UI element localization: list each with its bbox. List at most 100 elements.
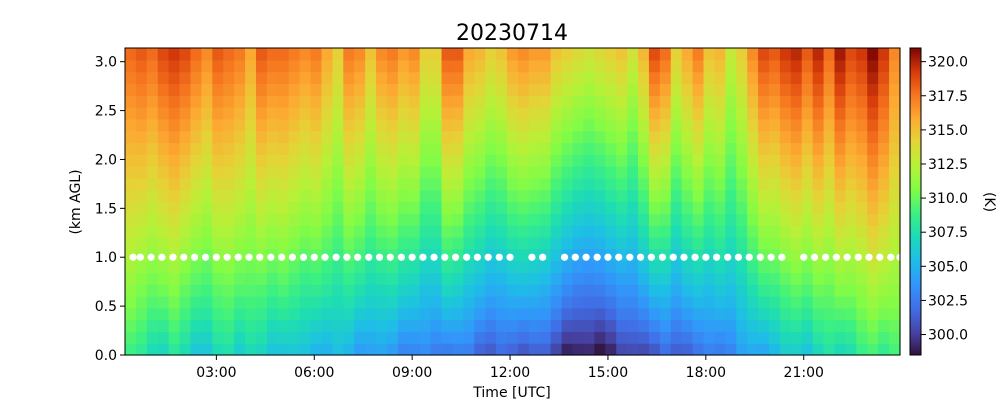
heatmap-cell xyxy=(823,118,836,132)
heatmap-cell xyxy=(212,260,224,273)
heatmap-cell xyxy=(332,319,344,332)
heatmap-cell xyxy=(485,201,497,214)
heatmap-cell xyxy=(659,177,672,191)
heatmap-cell xyxy=(801,236,814,250)
heatmap-cell xyxy=(365,225,377,238)
heatmap-cell xyxy=(365,343,377,356)
heatmap-cell xyxy=(354,307,366,321)
heatmap-cell xyxy=(834,83,847,96)
heatmap-cell xyxy=(616,59,628,73)
heatmap-cell xyxy=(769,130,781,144)
heatmap-cell xyxy=(648,71,661,85)
heatmap-cell xyxy=(255,319,268,332)
heatmap-cell xyxy=(725,236,737,250)
heatmap-cell xyxy=(288,83,301,96)
heatmap-cell xyxy=(823,319,836,332)
heatmap-cell xyxy=(190,83,203,96)
heatmap-cell xyxy=(507,189,519,203)
heatmap-cell xyxy=(845,154,857,167)
heatmap-cell xyxy=(507,201,519,214)
heatmap-cell xyxy=(659,201,672,214)
heatmap-cell xyxy=(452,118,464,132)
heatmap-cell xyxy=(397,343,410,356)
cloud-base-marker xyxy=(854,253,862,261)
heatmap-cell xyxy=(801,331,814,344)
heatmap-cell xyxy=(321,331,333,344)
heatmap-cell xyxy=(572,295,585,309)
heatmap-cell xyxy=(365,319,377,332)
heatmap-cell xyxy=(146,71,159,85)
heatmap-cell xyxy=(474,319,486,332)
heatmap-cell xyxy=(332,260,344,273)
heatmap-cell xyxy=(485,83,497,96)
cloud-base-marker xyxy=(832,253,840,261)
heatmap-cell xyxy=(463,284,475,297)
heatmap-cell xyxy=(496,71,508,85)
heatmap-cell xyxy=(266,213,279,226)
heatmap-cell xyxy=(223,236,235,250)
heatmap-cell xyxy=(539,48,552,61)
heatmap-cell xyxy=(354,95,366,108)
heatmap-cell xyxy=(496,331,508,344)
heatmap-cell xyxy=(146,319,159,332)
heatmap-cell xyxy=(878,118,890,132)
heatmap-cell xyxy=(343,48,355,61)
heatmap-cell xyxy=(234,236,246,250)
heatmap-cell xyxy=(703,142,716,155)
heatmap-cell xyxy=(747,343,759,356)
heatmap-cell xyxy=(594,189,606,203)
heatmap-cell xyxy=(659,272,672,285)
heatmap-cell xyxy=(638,248,650,262)
heatmap-cell xyxy=(747,59,759,73)
heatmap-cell xyxy=(703,284,716,297)
heatmap-cell xyxy=(550,225,563,238)
heatmap-cell xyxy=(758,95,770,108)
heatmap-cell xyxy=(878,295,890,309)
heatmap-cell xyxy=(627,59,639,73)
heatmap-cell xyxy=(168,83,181,96)
heatmap-cell xyxy=(125,48,137,61)
heatmap-cell xyxy=(255,166,268,179)
y-tick-label: 1.0 xyxy=(95,250,117,266)
heatmap-cell xyxy=(845,236,857,250)
heatmap-cell xyxy=(692,225,705,238)
heatmap-cell xyxy=(856,331,868,344)
heatmap-cell xyxy=(845,130,857,144)
heatmap-cell xyxy=(681,343,694,356)
heatmap-cell xyxy=(408,142,421,155)
heatmap-cell xyxy=(496,107,508,120)
heatmap-cell xyxy=(659,83,672,96)
heatmap-cell xyxy=(561,272,574,285)
heatmap-cell xyxy=(496,225,508,238)
heatmap-cell xyxy=(507,166,519,179)
heatmap-cell xyxy=(627,118,639,132)
heatmap-cell xyxy=(212,95,224,108)
heatmap-cell xyxy=(561,319,574,332)
heatmap-cell xyxy=(638,201,650,214)
heatmap-cell xyxy=(255,142,268,155)
heatmap-cell xyxy=(135,154,148,167)
heatmap-cell xyxy=(856,225,868,238)
heatmap-cell xyxy=(561,130,574,144)
heatmap-cell xyxy=(616,48,628,61)
heatmap-cell xyxy=(659,59,672,73)
heatmap-cell xyxy=(812,95,825,108)
heatmap-cell xyxy=(670,166,683,179)
heatmap-cell xyxy=(474,213,486,226)
heatmap-cell xyxy=(670,48,683,61)
heatmap-cell xyxy=(135,272,148,285)
colorbar-tick-label: 317.5 xyxy=(928,89,968,105)
heatmap-cell xyxy=(583,319,595,332)
heatmap-cell xyxy=(234,107,246,120)
heatmap-cell xyxy=(255,343,268,356)
heatmap-cell xyxy=(790,331,803,344)
heatmap-cell xyxy=(234,48,246,61)
cloud-base-marker xyxy=(691,253,699,261)
heatmap-cell xyxy=(299,236,312,250)
heatmap-cell xyxy=(561,343,574,356)
heatmap-cell xyxy=(441,213,454,226)
heatmap-cell xyxy=(769,319,781,332)
heatmap-cell xyxy=(386,59,399,73)
heatmap-cell xyxy=(245,107,257,120)
heatmap-cell xyxy=(790,201,803,214)
